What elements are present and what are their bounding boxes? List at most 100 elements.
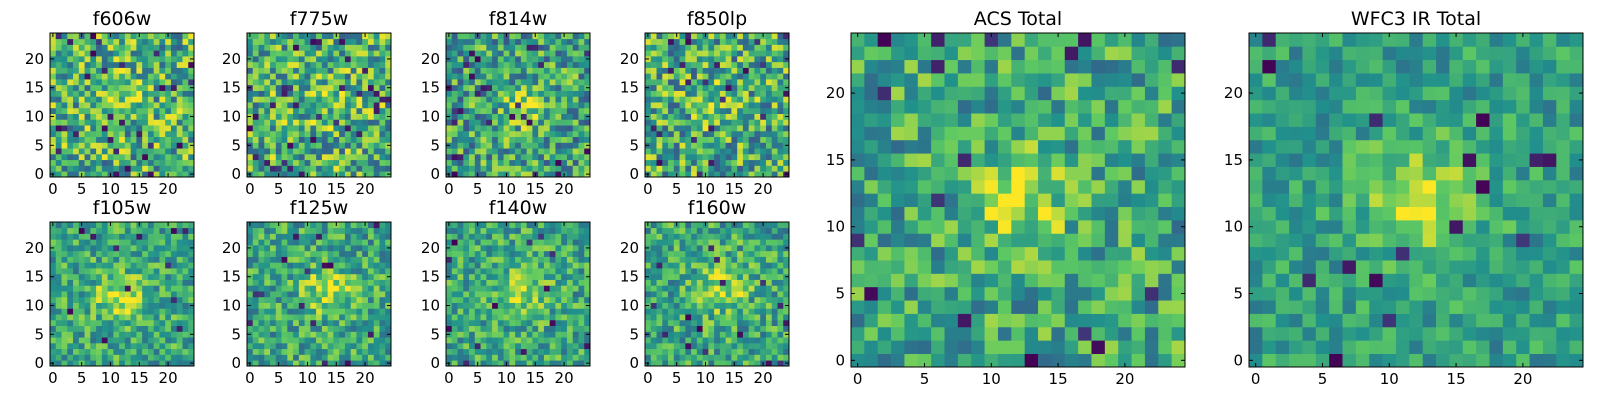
- heatmap-cell: [379, 153, 386, 161]
- heatmap-cell: [84, 354, 91, 361]
- heatmap-cell: [509, 102, 516, 109]
- heatmap-cell: [170, 291, 178, 298]
- heatmap-cell: [304, 148, 311, 155]
- heatmap-cell: [549, 296, 556, 303]
- heatmap-cell: [662, 119, 669, 126]
- heatmap-cell: [520, 79, 527, 86]
- heatmap-cell: [367, 96, 375, 103]
- heatmap-cell: [748, 50, 755, 57]
- heatmap-cell: [668, 354, 675, 361]
- heatmap-cell: [281, 73, 288, 80]
- heatmap-cell: [327, 308, 334, 315]
- heatmap-cell: [247, 279, 254, 286]
- heatmap-cell: [668, 325, 675, 332]
- heatmap-cell: [362, 227, 369, 234]
- heatmap-cell: [650, 314, 657, 321]
- heatmap-cell: [344, 360, 352, 367]
- heatmap-cell: [107, 227, 114, 234]
- heatmap-cell: [463, 102, 470, 109]
- heatmap-cell: [691, 171, 698, 178]
- heatmap-cell: [731, 113, 738, 120]
- heatmap-cell: [526, 56, 533, 63]
- heatmap-cell: [777, 159, 784, 166]
- heatmap-cell: [367, 142, 375, 149]
- heatmap-cell: [356, 38, 363, 45]
- heatmap-cell: [777, 291, 784, 298]
- heatmap-cell: [67, 222, 74, 229]
- heatmap-cell: [656, 308, 663, 315]
- heatmap-cell: [578, 84, 585, 91]
- heatmap-cell: [561, 302, 568, 309]
- heatmap-cell: [188, 342, 195, 350]
- heatmap-cell: [566, 296, 574, 303]
- heatmap-cell: [742, 79, 750, 86]
- heatmap-cell: [350, 142, 357, 149]
- heatmap-cell: [645, 61, 652, 68]
- heatmap-cell: [264, 331, 271, 338]
- heatmap-cell: [101, 33, 108, 40]
- heatmap-cell: [55, 50, 62, 57]
- heatmap-cell: [526, 107, 533, 114]
- heatmap-cell: [656, 56, 663, 63]
- heatmap-cell: [679, 342, 686, 350]
- heatmap-cell: [656, 279, 663, 286]
- heatmap-cell: [754, 79, 761, 86]
- heatmap-cell: [84, 90, 91, 97]
- heatmap-cell: [446, 233, 453, 240]
- heatmap-cell: [84, 79, 91, 86]
- heatmap-cell: [532, 331, 539, 338]
- heatmap-cell: [777, 296, 784, 303]
- heatmap-cell: [113, 308, 120, 315]
- heatmap-cell: [742, 38, 750, 45]
- heatmap-cell: [584, 342, 591, 350]
- heatmap-cell: [344, 279, 352, 286]
- heatmap-cell: [543, 222, 551, 229]
- heatmap-cell: [662, 302, 669, 309]
- heatmap-cell: [777, 113, 784, 120]
- heatmap-cell: [742, 308, 750, 315]
- heatmap-cell: [61, 84, 68, 91]
- heatmap-cell: [252, 142, 259, 149]
- heatmap-cell: [55, 227, 62, 234]
- heatmap-cell: [691, 148, 698, 155]
- heatmap-cell: [777, 354, 784, 361]
- heatmap-cell: [321, 119, 328, 126]
- heatmap-cell: [691, 102, 698, 109]
- heatmap-cell: [78, 250, 85, 257]
- heatmap-cell: [446, 67, 453, 74]
- heatmap-cell: [497, 84, 504, 91]
- heatmap-cell: [509, 119, 516, 126]
- heatmap-cell: [90, 171, 97, 178]
- heatmap-cell: [258, 348, 265, 355]
- heatmap-cell: [777, 56, 784, 63]
- heatmap-cell: [264, 119, 271, 126]
- heatmap-cell: [725, 319, 732, 327]
- heatmap-cell: [170, 119, 178, 126]
- heatmap-cell: [321, 273, 328, 280]
- heatmap-cell: [520, 296, 527, 303]
- heatmap-cell: [515, 319, 522, 327]
- heatmap-cell: [668, 171, 675, 178]
- heatmap-cell: [777, 165, 784, 172]
- heatmap-cell: [515, 285, 522, 292]
- heatmap-cell: [293, 279, 300, 286]
- heatmap-cell: [549, 153, 556, 161]
- heatmap-cell: [327, 84, 334, 91]
- heatmap-cell: [281, 291, 288, 298]
- heatmap-cell: [264, 268, 271, 275]
- heatmap-cell: [696, 325, 703, 332]
- y-tick-label: 15: [25, 79, 44, 97]
- heatmap-cell: [668, 360, 675, 367]
- heatmap-cell: [650, 331, 657, 338]
- heatmap-cell: [367, 308, 375, 315]
- heatmap-cell: [310, 314, 317, 321]
- heatmap-cell: [55, 279, 62, 286]
- heatmap-cell: [333, 239, 340, 246]
- heatmap-cell: [327, 314, 334, 321]
- heatmap-cell: [176, 314, 183, 321]
- heatmap-cell: [446, 279, 453, 286]
- heatmap-cell: [344, 113, 352, 120]
- heatmap-cell: [492, 33, 499, 40]
- heatmap-cell: [61, 142, 68, 149]
- heatmap-cell: [182, 125, 189, 132]
